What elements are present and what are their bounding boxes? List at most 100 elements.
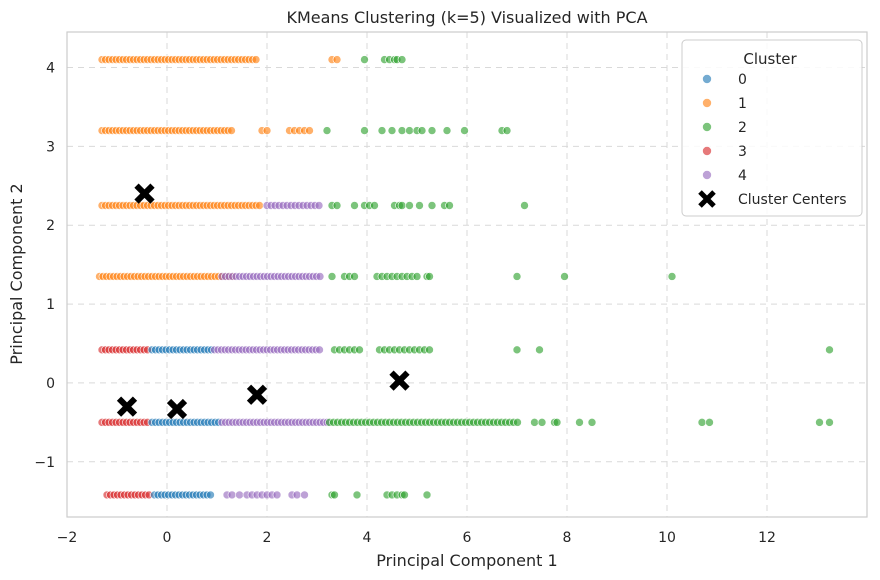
data-point-cluster-2 [512, 345, 522, 355]
data-points [95, 55, 834, 500]
data-point-cluster-2 [512, 272, 522, 281]
data-point-cluster-2 [825, 418, 834, 427]
data-point-cluster-2 [552, 418, 562, 427]
data-point-cluster-2 [322, 126, 332, 135]
data-point-cluster-2 [520, 201, 529, 210]
x-tick-label: 10 [658, 530, 676, 546]
y-tick-label: 0 [46, 376, 55, 392]
data-point-cluster-2 [405, 201, 414, 210]
data-point-cluster-2 [815, 418, 824, 427]
data-point-cluster-2 [387, 126, 397, 135]
legend-label: Cluster Centers [738, 192, 847, 208]
data-point-cluster-1 [305, 126, 314, 135]
y-tick-label: 4 [46, 60, 55, 76]
data-point-cluster-4 [315, 272, 325, 281]
data-point-cluster-2 [400, 490, 409, 500]
data-point-cluster-2 [697, 418, 707, 427]
data-point-cluster-2 [417, 126, 427, 135]
data-point-cluster-2 [360, 126, 369, 135]
data-point-cluster-2 [355, 345, 364, 355]
data-point-cluster-2 [667, 272, 677, 281]
legend-marker [702, 146, 712, 156]
legend-marker [702, 122, 712, 132]
data-point-cluster-2 [425, 272, 434, 281]
data-point-cluster-2 [537, 418, 547, 427]
data-point-cluster-2 [352, 490, 362, 500]
legend-label: 0 [738, 72, 747, 88]
data-point-cluster-1 [262, 126, 272, 135]
data-point-cluster-2 [332, 201, 342, 210]
data-point-cluster-2 [377, 126, 387, 135]
data-point-cluster-2 [397, 55, 407, 64]
data-point-cluster-4 [227, 490, 237, 500]
data-point-cluster-2 [360, 55, 369, 64]
data-point-cluster-2 [405, 126, 414, 135]
legend-marker [702, 98, 712, 108]
y-axis-ticks: −1 0 1 2 3 4 [34, 60, 55, 470]
data-point-cluster-2 [502, 126, 512, 135]
data-point-cluster-2 [397, 126, 407, 135]
data-point-cluster-4 [315, 345, 324, 355]
data-point-cluster-0 [206, 490, 215, 500]
y-tick-label: −1 [34, 455, 55, 471]
legend-label: 2 [738, 120, 747, 136]
y-axis-label: Principal Component 2 [7, 183, 26, 364]
legend-title: Cluster [743, 50, 797, 68]
data-point-cluster-2 [415, 201, 424, 210]
data-point-cluster-1 [251, 55, 261, 64]
data-point-cluster-4 [272, 490, 282, 500]
data-point-cluster-1 [332, 55, 342, 64]
data-point-cluster-2 [460, 126, 469, 135]
legend-label: 3 [738, 144, 747, 160]
x-tick-label: 6 [463, 530, 472, 546]
data-point-cluster-2 [350, 201, 359, 210]
data-point-cluster-2 [370, 201, 379, 210]
data-point-cluster-2 [530, 418, 539, 427]
data-point-cluster-2 [397, 201, 407, 210]
data-point-cluster-4 [300, 490, 309, 500]
cluster-center-marker [389, 370, 410, 391]
data-point-cluster-2 [575, 418, 584, 427]
x-tick-label: 4 [363, 530, 372, 546]
cluster-center-marker [246, 384, 268, 405]
x-tick-label: 12 [758, 530, 776, 546]
data-point-cluster-2 [427, 126, 437, 135]
chart-title: KMeans Clustering (k=5) Visualized with … [286, 8, 647, 27]
data-point-cluster-4 [235, 490, 244, 500]
data-point-cluster-2 [412, 272, 422, 281]
data-point-cluster-2 [513, 418, 522, 427]
data-point-cluster-1 [255, 201, 264, 210]
data-point-cluster-4 [292, 490, 302, 500]
data-point-cluster-2 [327, 272, 337, 281]
grid-lines [66, 32, 867, 517]
cluster-center-marker [116, 396, 138, 417]
y-tick-label: 1 [46, 297, 55, 313]
data-point-cluster-1 [227, 126, 236, 135]
x-tick-label: 2 [263, 530, 272, 546]
y-tick-label: 3 [46, 139, 55, 155]
legend-entries: 0 1 2 3 4 Cluster Centers [698, 72, 847, 208]
y-tick-label: 2 [46, 218, 55, 234]
x-tick-label: 0 [163, 530, 172, 546]
cluster-center-marker [166, 398, 188, 420]
data-point-cluster-2 [425, 345, 434, 355]
cluster-centers [116, 183, 410, 420]
x-tick-label: 8 [563, 530, 572, 546]
data-point-cluster-2 [442, 126, 452, 135]
data-point-cluster-2 [705, 418, 714, 427]
legend-marker [702, 170, 712, 180]
cluster-center-marker [134, 183, 155, 204]
x-axis-label: Principal Component 1 [376, 551, 557, 570]
data-point-cluster-2 [560, 272, 569, 281]
legend-marker [702, 74, 712, 84]
legend-label: 4 [738, 168, 747, 184]
legend-label: 1 [738, 96, 747, 112]
legend-box [681, 39, 863, 217]
plot-frame [66, 31, 868, 518]
data-point-cluster-2 [535, 345, 544, 355]
data-point-cluster-2 [350, 272, 359, 281]
x-tick-label: −2 [57, 530, 78, 546]
legend: Cluster 0 1 2 3 4 Cluster Centers [681, 39, 863, 217]
x-axis-ticks: −2 0 2 4 6 8 10 12 [57, 530, 776, 546]
